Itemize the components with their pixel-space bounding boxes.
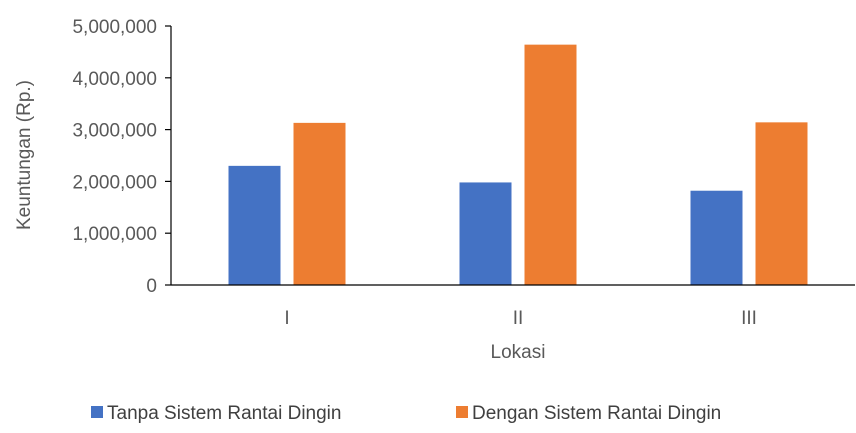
bar-tanpa-2 xyxy=(459,182,512,285)
bar-dengan-2 xyxy=(524,44,577,286)
y-tick-label: 5,000,000 xyxy=(72,17,157,38)
y-tick-label: 3,000,000 xyxy=(72,121,157,142)
bar-tanpa-3 xyxy=(690,190,743,285)
y-axis: 0 1,000,000 2,000,000 3,000,000 4,000,000 5,0… xyxy=(72,17,172,297)
y-tick-label: 4,000,000 xyxy=(72,69,157,90)
legend-swatch xyxy=(91,406,103,418)
x-tick-label: III xyxy=(741,308,757,329)
y-axis-title: Keuntungan (Rp.) xyxy=(14,80,35,230)
bars-group xyxy=(228,44,808,286)
legend-label: Dengan Sistem Rantai Dingin xyxy=(472,403,721,424)
y-tick-label: 1,000,000 xyxy=(72,224,157,245)
y-tick-label: 0 xyxy=(146,276,157,297)
legend-swatch xyxy=(456,406,468,418)
y-tick-label: 2,000,000 xyxy=(72,172,157,193)
legend: Tanpa Sistem Rantai Dingin Dengan Sistem … xyxy=(91,403,721,424)
bar-dengan-1 xyxy=(293,122,346,285)
bar-tanpa-1 xyxy=(228,165,281,285)
x-tick-label: I xyxy=(284,308,289,329)
bar-dengan-3 xyxy=(755,122,808,286)
legend-label: Tanpa Sistem Rantai Dingin xyxy=(107,403,341,424)
x-axis: I II III xyxy=(171,284,855,329)
x-tick-label: II xyxy=(513,308,524,329)
x-axis-title: Lokasi xyxy=(491,342,546,363)
